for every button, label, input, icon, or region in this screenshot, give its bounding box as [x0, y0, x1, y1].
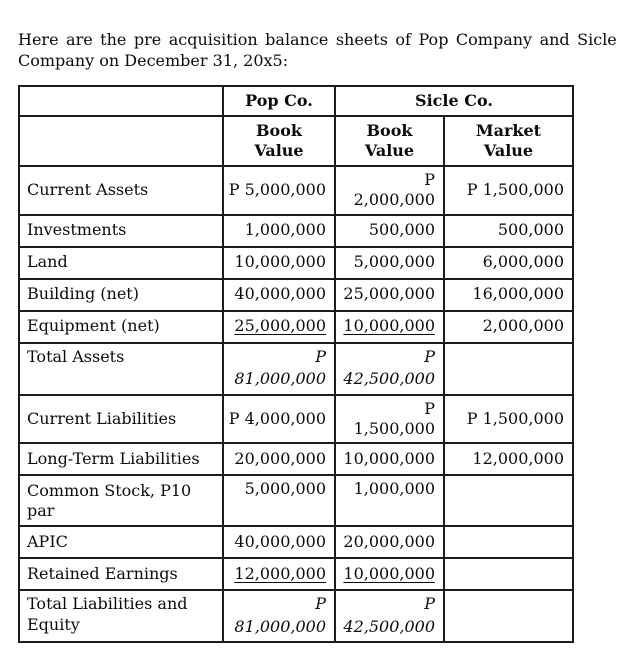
value-cell: 2,000,000 [443, 309, 574, 344]
row-total-assets: Total Assets P 81,000,000 P 42,500,000 [18, 341, 574, 396]
intro-line-2: Company on December 31, 20x5: [18, 50, 289, 70]
value-cell: 20,000,000 [334, 525, 445, 560]
row-retained-earnings: Retained Earnings 12,000,000 10,000,000 [18, 557, 574, 592]
value-cell: P 1,500,000 [443, 393, 574, 445]
header-empty-cell [18, 114, 224, 167]
value-cell [443, 525, 574, 560]
value-cell-underlined: 10,000,000 [334, 309, 445, 344]
value-cell: 5,000,000 [334, 245, 445, 280]
row-label: Building (net) [18, 277, 224, 312]
row-apic: APIC 40,000,000 20,000,000 [18, 525, 574, 560]
value-cell: 10,000,000 [334, 442, 445, 477]
value-cell: 20,000,000 [222, 442, 336, 477]
intro-paragraph: Here are the pre acquisition balance she… [18, 30, 622, 72]
value-cell-underlined: 25,000,000 [222, 309, 336, 344]
total-value-cell: P 42,500,000 [334, 589, 445, 644]
row-label: Retained Earnings [18, 557, 224, 592]
row-equipment-net: Equipment (net) 25,000,000 10,000,000 2,… [18, 309, 574, 344]
row-label: Investments [18, 213, 224, 248]
row-total-liabilities-equity: Total Liabilities and Equity P 81,000,00… [18, 589, 574, 644]
value-cell: P 5,000,000 [222, 164, 336, 216]
balance-sheet-table: Pop Co. Sicle Co. Book Value Book Value … [18, 84, 574, 644]
row-label: Total Liabilities and Equity [18, 589, 224, 644]
value-cell: 500,000 [443, 213, 574, 248]
total-value-cell: P 42,500,000 [334, 341, 445, 396]
header-pop-co: Pop Co. [222, 84, 336, 117]
row-common-stock: Common Stock, P10 par 5,000,000 1,000,00… [18, 474, 574, 528]
header-sicle-co: Sicle Co. [334, 84, 574, 117]
value-cell: 40,000,000 [222, 277, 336, 312]
value-cell-underlined: 10,000,000 [334, 557, 445, 592]
value-cell [443, 557, 574, 592]
row-label: Current Assets [18, 164, 224, 216]
total-value-cell: P 81,000,000 [222, 341, 336, 396]
header-sicle-market-value: Market Value [443, 114, 574, 167]
value-cell: 500,000 [334, 213, 445, 248]
value-cell: P 1,500,000 [334, 393, 445, 445]
row-investments: Investments 1,000,000 500,000 500,000 [18, 213, 574, 248]
row-current-assets: Current Assets P 5,000,000 P 2,000,000 P… [18, 164, 574, 216]
total-value-cell: P 81,000,000 [222, 589, 336, 644]
value-cell: P 4,000,000 [222, 393, 336, 445]
header-sicle-book-value: Book Value [334, 114, 445, 167]
row-label: Common Stock, P10 par [18, 474, 224, 528]
row-label: APIC [18, 525, 224, 560]
value-cell: 25,000,000 [334, 277, 445, 312]
value-cell [443, 341, 574, 396]
intro-line-1: Here are the pre acquisition balance she… [18, 30, 617, 49]
value-cell [443, 474, 574, 528]
value-cell: P 2,000,000 [334, 164, 445, 216]
row-current-liabilities: Current Liabilities P 4,000,000 P 1,500,… [18, 393, 574, 445]
value-cell: 1,000,000 [334, 474, 445, 528]
value-cell: 5,000,000 [222, 474, 336, 528]
value-cell: 10,000,000 [222, 245, 336, 280]
row-building-net: Building (net) 40,000,000 25,000,000 16,… [18, 277, 574, 312]
value-cell: 1,000,000 [222, 213, 336, 248]
row-land: Land 10,000,000 5,000,000 6,000,000 [18, 245, 574, 280]
row-label: Equipment (net) [18, 309, 224, 344]
value-cell: 40,000,000 [222, 525, 336, 560]
row-label: Total Assets [18, 341, 224, 396]
value-cell-underlined: 12,000,000 [222, 557, 336, 592]
header-row-companies: Pop Co. Sicle Co. [18, 84, 574, 117]
header-empty-cell [18, 84, 224, 117]
row-label: Current Liabilities [18, 393, 224, 445]
value-cell: 6,000,000 [443, 245, 574, 280]
header-pop-book-value: Book Value [222, 114, 336, 167]
row-label: Land [18, 245, 224, 280]
row-label: Long-Term Liabilities [18, 442, 224, 477]
value-cell: 12,000,000 [443, 442, 574, 477]
header-row-value-types: Book Value Book Value Market Value [18, 114, 574, 167]
value-cell [443, 589, 574, 644]
value-cell: 16,000,000 [443, 277, 574, 312]
row-long-term-liabilities: Long-Term Liabilities 20,000,000 10,000,… [18, 442, 574, 477]
value-cell: P 1,500,000 [443, 164, 574, 216]
